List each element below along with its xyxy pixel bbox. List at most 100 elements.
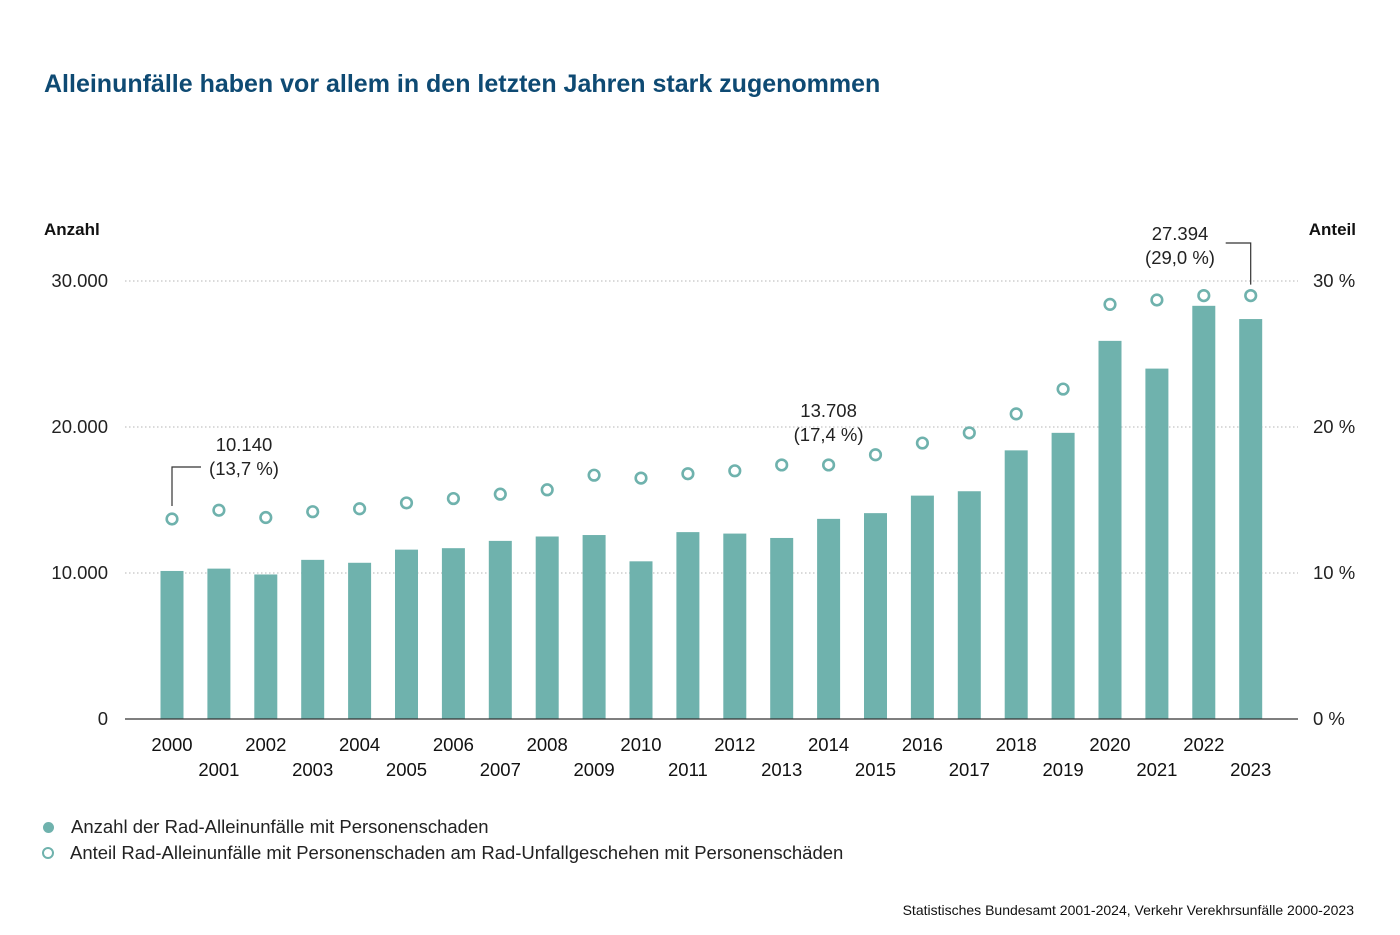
share-point-2018 — [1009, 407, 1023, 421]
y-left-axis-label: Anzahl — [44, 220, 100, 239]
share-point-2007 — [493, 487, 507, 501]
y-left-tick-label: 20.000 — [51, 416, 108, 437]
bar-2000 — [160, 570, 184, 719]
x-tick-label-2004: 2004 — [339, 734, 380, 755]
bar-2003 — [301, 559, 325, 719]
y-right-axis-label: Anteil — [1309, 220, 1356, 239]
share-point-2012 — [728, 464, 742, 478]
legend-item-bars: Anzahl der Rad-Alleinunfälle mit Persone… — [40, 814, 843, 840]
bar-2002 — [254, 574, 278, 719]
annotation-share: (13,7 %) — [209, 458, 279, 479]
share-point-2017 — [962, 426, 976, 440]
annotation-value: 10.140 — [216, 434, 273, 455]
annotation-leader — [1225, 242, 1252, 285]
bar-2023 — [1239, 319, 1263, 719]
annotation-share: (29,0 %) — [1145, 247, 1215, 268]
bar-2019 — [1051, 432, 1075, 719]
share-point-2003 — [306, 505, 320, 519]
share-point-2009 — [587, 468, 601, 482]
bar-2012 — [723, 533, 747, 719]
x-tick-label-2018: 2018 — [996, 734, 1037, 755]
share-point-2006 — [446, 491, 461, 506]
x-tick-label-2009: 2009 — [574, 759, 615, 780]
y-right-tick-label: 10 % — [1313, 562, 1355, 583]
share-point-2023 — [1244, 289, 1258, 303]
annotation-value: 27.394 — [1152, 223, 1209, 244]
x-tick-label-2015: 2015 — [855, 759, 896, 780]
x-tick-label-2019: 2019 — [1043, 759, 1084, 780]
y-left-tick-label: 30.000 — [51, 270, 108, 291]
annotation-share: (17,4 %) — [794, 424, 864, 445]
annotation-value: 13.708 — [800, 400, 857, 421]
share-point-2019 — [1056, 382, 1070, 396]
bar-2021 — [1145, 368, 1169, 719]
bar-2004 — [348, 562, 372, 719]
bar-2016 — [910, 495, 934, 719]
share-point-2002 — [259, 510, 273, 525]
share-point-2013 — [775, 458, 789, 472]
bar-2015 — [864, 513, 887, 719]
x-tick-label-2011: 2011 — [668, 759, 708, 780]
bar-2011 — [676, 532, 700, 719]
legend-item-dots: Anteil Rad-Alleinunfälle mit Personensch… — [40, 840, 843, 866]
y-right-tick-label: 0 % — [1313, 708, 1345, 729]
share-point-2000 — [165, 512, 179, 526]
share-point-2005 — [399, 496, 414, 510]
share-point-2020 — [1103, 297, 1117, 311]
filled-dot-icon — [43, 821, 54, 833]
x-tick-label-2001: 2001 — [198, 759, 239, 780]
x-tick-label-2022: 2022 — [1183, 734, 1224, 755]
share-point-2016 — [915, 436, 930, 450]
share-point-2004 — [353, 502, 367, 516]
bar-2017 — [957, 491, 981, 719]
x-tick-label-2007: 2007 — [480, 759, 521, 780]
y-right-tick-label: 20 % — [1313, 416, 1355, 437]
share-point-2008 — [540, 483, 554, 497]
annotation-leader — [171, 466, 201, 506]
share-point-2021 — [1150, 293, 1164, 307]
x-tick-label-2021: 2021 — [1136, 759, 1177, 780]
x-tick-label-2005: 2005 — [386, 759, 427, 780]
y-right-tick-label: 30 % — [1313, 270, 1355, 291]
bar-2005 — [395, 549, 418, 719]
y-left-tick-label: 0 — [98, 708, 108, 729]
bar-2020 — [1098, 340, 1122, 719]
share-point-2001 — [212, 503, 226, 517]
x-tick-label-2023: 2023 — [1230, 759, 1271, 780]
chart-svg: 0 10.000 20.000 30.000 Anzahl 0 % 10 % 20 % 30 %… — [44, 220, 1356, 780]
bar-2013 — [770, 537, 794, 719]
bar-2001 — [207, 568, 231, 719]
x-tick-label-2012: 2012 — [714, 734, 755, 755]
x-tick-label-2010: 2010 — [620, 734, 661, 755]
source-note: Statistisches Bundesamt 2001-2024, Verke… — [902, 902, 1354, 918]
x-tick-label-2020: 2020 — [1089, 734, 1130, 755]
bar-2006 — [441, 548, 465, 719]
x-tick-label-2014: 2014 — [808, 734, 849, 755]
x-tick-label-2013: 2013 — [761, 759, 802, 780]
x-tick-label-2008: 2008 — [527, 734, 568, 755]
bar-2018 — [1004, 450, 1028, 719]
open-dot-icon — [42, 847, 54, 859]
bar-2022 — [1192, 305, 1216, 719]
share-point-2015 — [868, 448, 883, 462]
x-tick-label-2017: 2017 — [949, 759, 990, 780]
bar-2009 — [582, 535, 606, 719]
bar-2010 — [629, 561, 653, 719]
legend-label-dots: Anteil Rad-Alleinunfälle mit Personensch… — [70, 842, 844, 863]
x-tick-label-2016: 2016 — [902, 734, 943, 755]
share-point-2022 — [1197, 289, 1211, 303]
chart-title: Alleinunfälle haben vor allem in den let… — [44, 70, 881, 98]
x-tick-label-2000: 2000 — [151, 734, 192, 755]
share-point-2010 — [634, 471, 648, 485]
bar-2007 — [488, 540, 512, 719]
x-tick-label-2003: 2003 — [292, 759, 333, 780]
legend: Anzahl der Rad-Alleinunfälle mit Persone… — [40, 814, 843, 866]
bar-2014 — [817, 518, 841, 719]
bar-2008 — [535, 536, 559, 719]
x-tick-label-2002: 2002 — [245, 734, 286, 755]
x-tick-label-2006: 2006 — [433, 734, 474, 755]
share-point-2011 — [681, 467, 695, 481]
y-left-tick-label: 10.000 — [51, 562, 108, 583]
share-point-2014 — [821, 458, 836, 472]
legend-label-bars: Anzahl der Rad-Alleinunfälle mit Persone… — [71, 816, 489, 837]
